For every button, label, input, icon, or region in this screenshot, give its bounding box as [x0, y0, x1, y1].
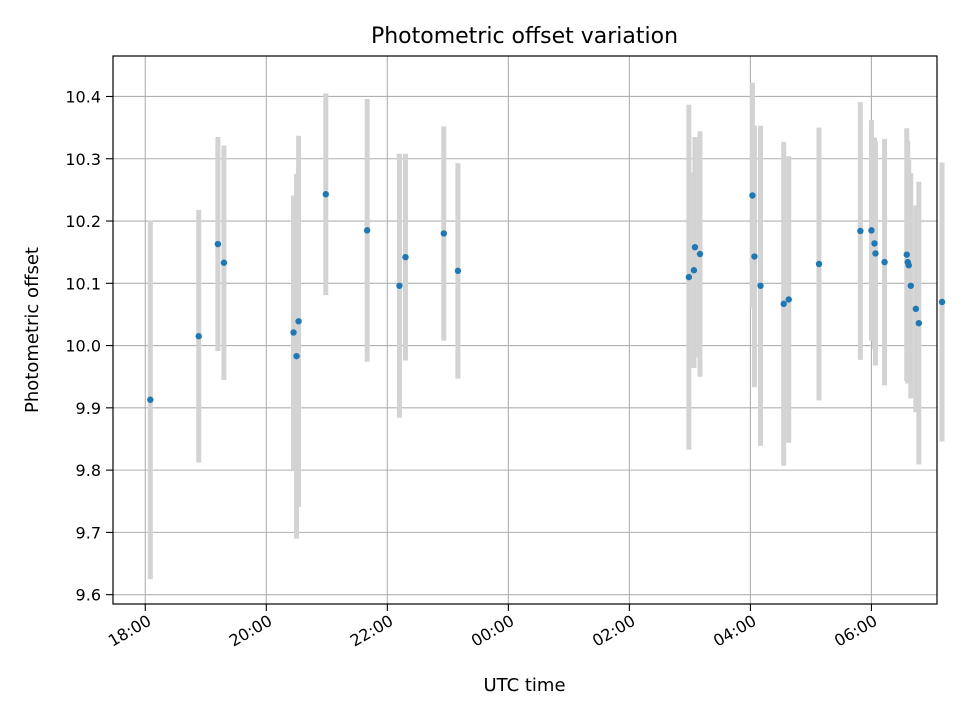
- y-tick-label: 9.7: [76, 523, 101, 542]
- grid: [113, 56, 937, 604]
- data-point: [290, 329, 297, 336]
- data-point: [757, 282, 764, 289]
- data-point: [871, 240, 878, 247]
- data-point: [912, 305, 920, 313]
- y-tick-label: 9.6: [76, 586, 101, 605]
- data-point: [322, 191, 330, 198]
- x-axis-label: UTC time: [483, 675, 565, 696]
- data-point: [903, 251, 910, 258]
- y-tick-label: 10.4: [65, 87, 101, 106]
- data-point: [868, 227, 875, 234]
- data-point: [785, 296, 792, 303]
- y-tick-label: 10.3: [65, 150, 101, 169]
- data-point: [685, 273, 693, 281]
- data-point: [751, 253, 758, 260]
- data-point: [454, 267, 462, 275]
- y-tick-label: 10.2: [65, 212, 101, 231]
- data-point: [295, 318, 302, 325]
- data-point: [691, 243, 699, 251]
- plot-frame: [112, 55, 938, 605]
- data-point: [147, 396, 154, 403]
- data-point: [214, 240, 222, 248]
- y-axis-label: Photometric offset: [22, 247, 43, 413]
- data-point: [815, 260, 823, 268]
- data-point: [690, 267, 698, 274]
- data-point: [293, 352, 300, 360]
- data-point: [440, 230, 448, 237]
- data-point: [780, 300, 787, 308]
- chart-title: Photometric offset variation: [371, 24, 678, 49]
- data-point: [857, 227, 864, 235]
- data-point: [396, 282, 403, 289]
- data-point: [915, 319, 923, 327]
- data-point: [881, 258, 888, 266]
- data-point: [905, 262, 912, 269]
- y-axis: 9.6 9.7 9.8 9.9 10.0 10.1 10.2 10.3 10.4: [65, 87, 113, 605]
- data-point: [696, 250, 704, 258]
- y-tick-label: 10.0: [65, 337, 101, 356]
- data-point: [938, 298, 946, 306]
- data-point: [363, 227, 371, 234]
- data-points: [147, 191, 946, 403]
- data-point: [907, 282, 914, 289]
- y-tick-label: 10.1: [65, 274, 101, 293]
- data-point: [220, 259, 228, 266]
- data-point: [749, 192, 756, 199]
- data-point: [195, 333, 202, 340]
- data-point: [872, 250, 879, 257]
- y-tick-label: 9.8: [76, 461, 101, 480]
- data-point: [402, 253, 409, 261]
- y-tick-label: 9.9: [76, 399, 101, 418]
